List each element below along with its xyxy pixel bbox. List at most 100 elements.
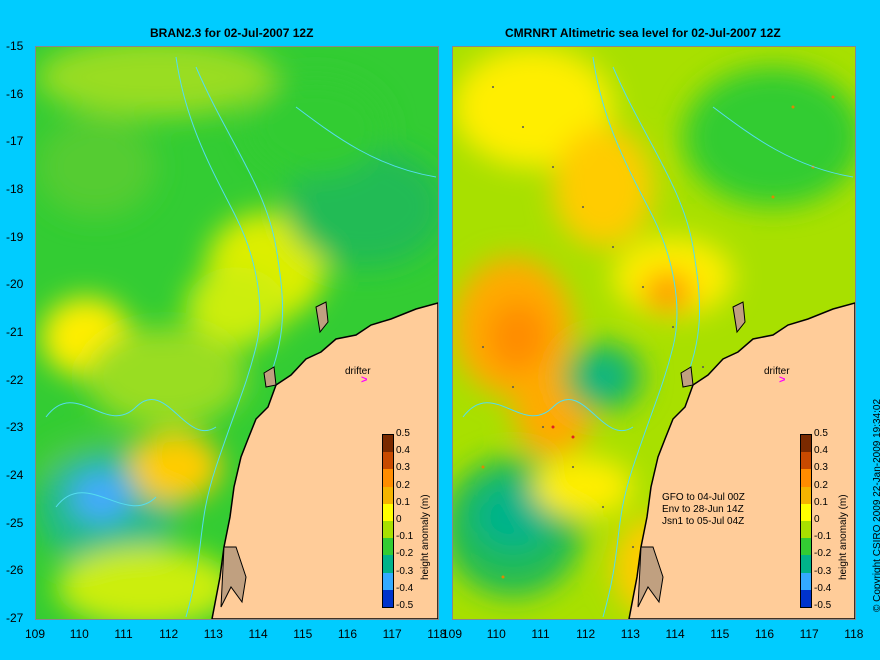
- colorbar-swatch: [383, 555, 393, 573]
- longitude-tick-label: 111: [114, 627, 133, 641]
- colorbar-tick-label: 0.3: [814, 462, 828, 474]
- latitude-tick-label: -25: [6, 515, 24, 530]
- colorbar-tick-label: 0.4: [396, 445, 410, 457]
- left-coast-islands: [263, 301, 329, 388]
- colorbar-swatch: [801, 452, 811, 470]
- latitude-tick-label: -24: [6, 468, 24, 483]
- left-shelf-shoal: [220, 546, 247, 608]
- right-land-mass: [628, 302, 855, 619]
- colorbar-swatch: [383, 589, 393, 607]
- longitude-tick-label: 110: [486, 627, 506, 641]
- colorbar-swatch: [383, 435, 393, 453]
- longitude-tick-label: 109: [25, 627, 46, 641]
- altimeter-missions-legend: GFO to 04-Jul 00Z Env to 28-Jun 14Z Jsn1…: [662, 492, 745, 528]
- colorbar-tick-label: 0.3: [396, 462, 410, 474]
- colorbar-tick-label: 0.1: [814, 496, 828, 508]
- colorbar-tick-label: -0.4: [396, 582, 414, 594]
- colorbar-swatch: [801, 555, 811, 573]
- right-map-canvas: [453, 47, 855, 619]
- longitude-tick-label: 118: [427, 627, 447, 641]
- colorbar-tick-label: -0.3: [814, 565, 832, 577]
- latitude-tick-label: -27: [6, 611, 24, 626]
- latitude-tick-label: -19: [6, 229, 24, 244]
- longitude-tick-label: 112: [159, 627, 179, 641]
- right-drifter-marker: >: [779, 374, 786, 386]
- colorbar-tick-label: 0.1: [396, 496, 410, 508]
- longitude-tick-label: 116: [337, 627, 358, 641]
- colorbar-swatch: [801, 572, 811, 590]
- longitude-tick-label: 117: [799, 627, 819, 641]
- latitude-tick-label: -26: [6, 563, 24, 578]
- right-shelf-shoal: [637, 546, 664, 608]
- latitude-tick-label: -23: [6, 420, 24, 435]
- right-bathy-contours: [462, 56, 854, 618]
- colorbar-swatch: [383, 538, 393, 556]
- longitude-tick-label: 118: [844, 627, 864, 641]
- longitude-tick-label: 110: [69, 627, 89, 641]
- colorbar-tick-label: 0: [814, 514, 820, 525]
- longitude-tick-label: 112: [576, 627, 596, 641]
- colorbar-swatch: [801, 486, 811, 504]
- latitude-tick-label: -16: [6, 86, 24, 101]
- colorbar-tick-label: 0.2: [396, 479, 410, 491]
- colorbar-tick-label: -0.1: [396, 531, 414, 543]
- legend-line-gfo: GFO to 04-Jul 00Z: [662, 492, 745, 503]
- longitude-tick-label: 116: [754, 627, 775, 641]
- colorbar-swatch: [801, 435, 811, 453]
- colorbar-tick-label: 0.5: [814, 428, 828, 439]
- colorbar-swatch: [383, 520, 393, 539]
- left-land-mass: [211, 302, 438, 619]
- legend-line-env: Env to 28-Jun 14Z: [662, 504, 744, 515]
- colorbar-tick-label: 0.2: [814, 479, 828, 491]
- right-map-title: CMRNRT Altimetric sea level for 02-Jul-2…: [505, 26, 781, 40]
- latitude-tick-label: -15: [6, 39, 24, 53]
- latitude-tick-label: -20: [6, 277, 24, 292]
- left-drifter-marker: >: [361, 374, 368, 386]
- right-sea-level-map: [452, 46, 856, 620]
- colorbar-swatch: [383, 503, 393, 521]
- longitude-tick-label: 114: [665, 627, 685, 641]
- left-anomaly-blobs: [36, 47, 438, 619]
- longitude-tick-label: 114: [248, 627, 268, 641]
- colorbar-tick-label: 0.4: [814, 445, 828, 457]
- colorbar-swatch: [383, 452, 393, 470]
- colorbar-swatch: [383, 486, 393, 504]
- colorbar-swatch: [801, 538, 811, 556]
- colorbar-scale: [382, 434, 394, 608]
- longitude-tick-label: 109: [442, 627, 463, 641]
- latitude-tick-label: -21: [6, 325, 24, 340]
- colorbar-tick-label: -0.1: [814, 531, 832, 543]
- left-map-title: BRAN2.3 for 02-Jul-2007 12Z: [150, 26, 314, 40]
- colorbar-title: height anomaly (m): [838, 494, 849, 580]
- left-drifter-label: drifter: [345, 366, 371, 377]
- colorbar-tick-label: -0.5: [396, 600, 414, 611]
- colorbar-tick-label: -0.3: [396, 565, 414, 577]
- copyright-note: © Copyright CSIRO 2009 22-Jan-2009 19:34…: [872, 398, 880, 612]
- left-bathy-contours: [45, 56, 437, 618]
- longitude-tick-label: 115: [710, 627, 730, 641]
- colorbar-swatch: [383, 606, 393, 607]
- colorbar-swatch: [801, 503, 811, 521]
- right-drifter-label: drifter: [764, 366, 790, 377]
- latitude-tick-label: -22: [6, 372, 24, 387]
- colorbar-tick-label: -0.4: [814, 582, 832, 594]
- longitude-tick-label: 115: [293, 627, 313, 641]
- colorbar-tick-label: -0.2: [396, 548, 414, 560]
- colorbar-swatch: [801, 469, 811, 487]
- latitude-tick-label: -18: [6, 182, 24, 196]
- left-map-canvas: [36, 47, 438, 619]
- colorbar-swatch: [383, 572, 393, 590]
- right-coast-islands: [680, 301, 746, 388]
- longitude-tick-label: 117: [382, 627, 402, 641]
- colorbar-swatch: [801, 589, 811, 607]
- colorbar-tick-label: -0.5: [814, 600, 832, 611]
- colorbar-tick-label: -0.2: [814, 548, 832, 560]
- legend-line-jsn1: Jsn1 to 05-Jul 04Z: [662, 516, 745, 527]
- longitude-tick-label: 113: [620, 627, 640, 641]
- colorbar-swatch: [801, 520, 811, 539]
- longitude-tick-label: 113: [203, 627, 223, 641]
- colorbar-tick-label: 0: [396, 514, 402, 525]
- colorbar-swatch: [801, 606, 811, 607]
- colorbar-title: height anomaly (m): [420, 494, 431, 580]
- latitude-tick-label: -17: [6, 134, 24, 149]
